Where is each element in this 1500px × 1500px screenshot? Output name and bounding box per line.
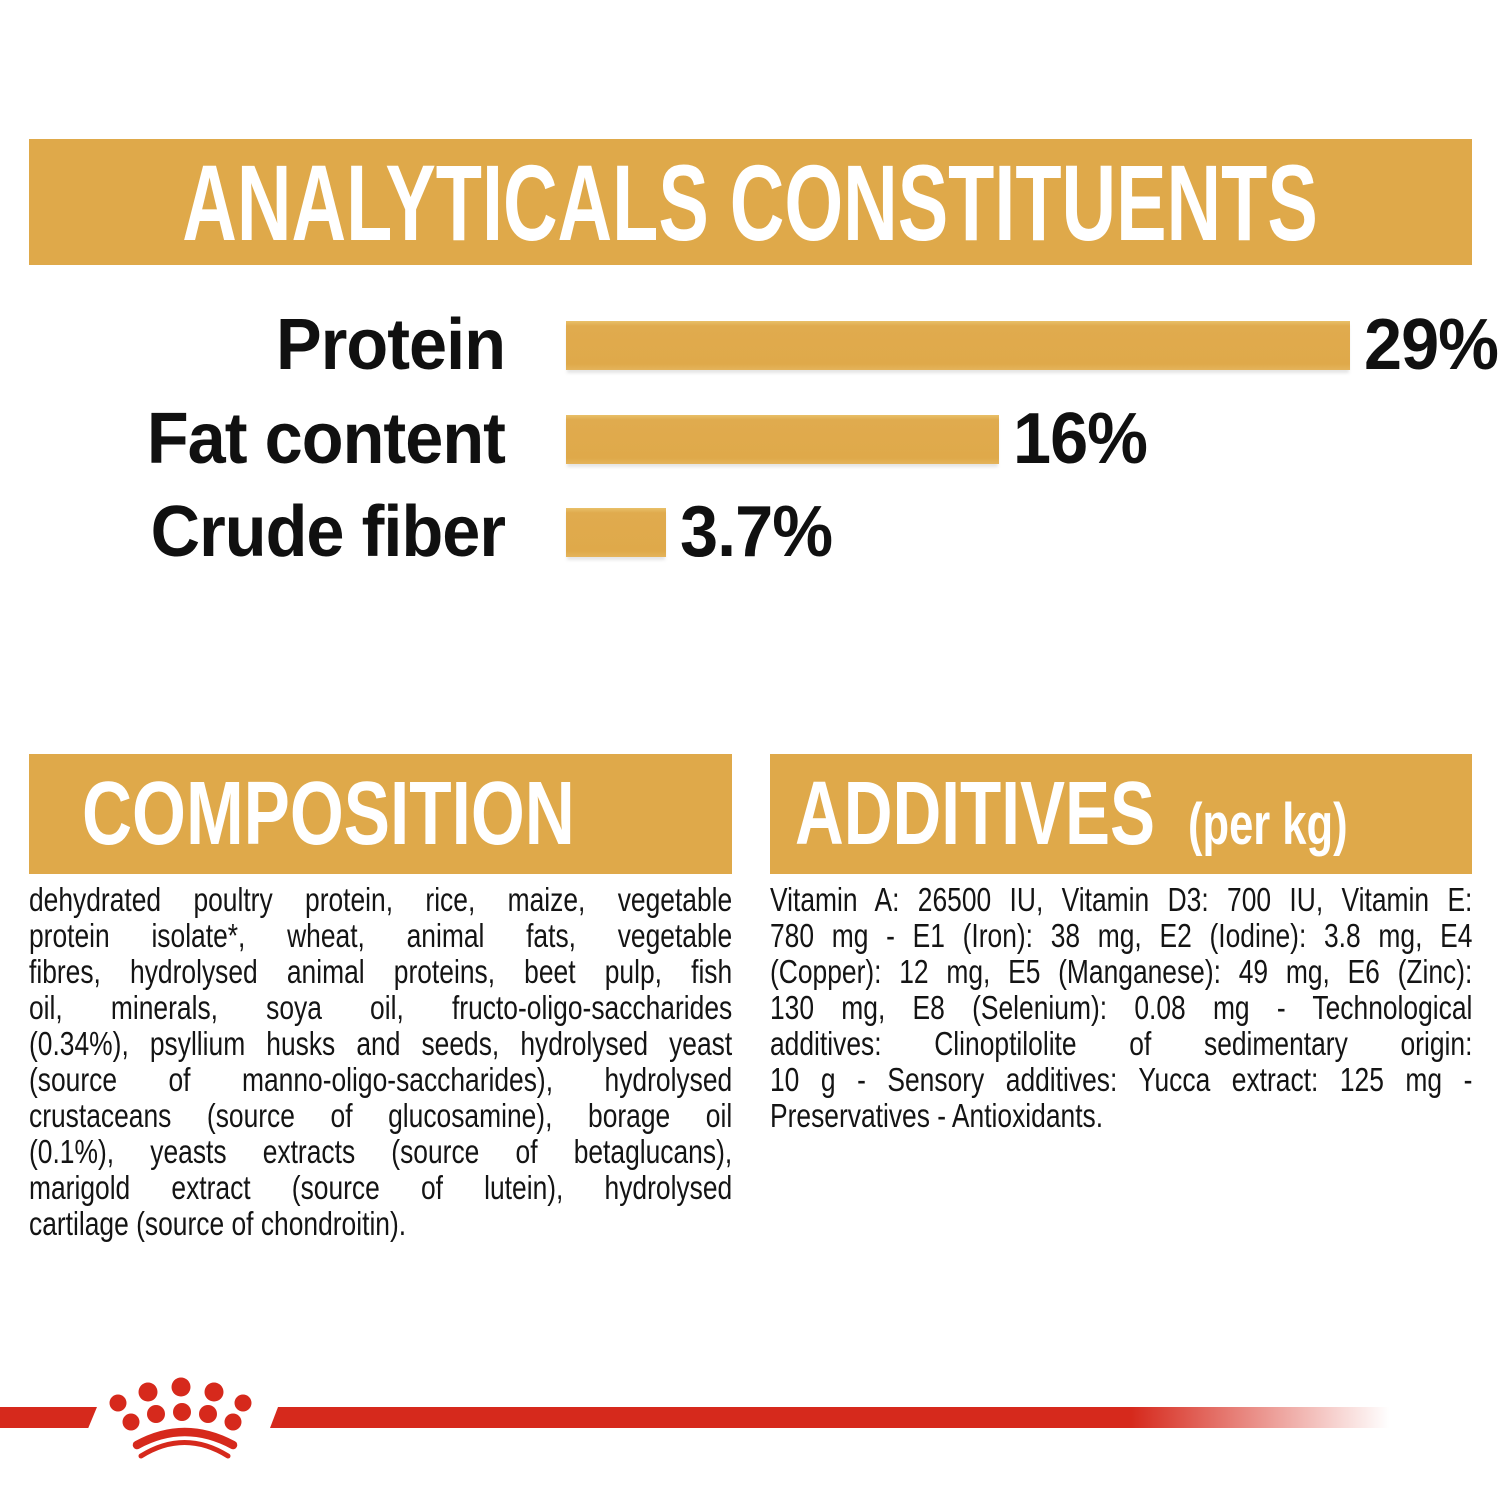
chart-row-protein: Protein 29% (0, 299, 1500, 391)
composition-line: protein isolate*, wheat, animal fats, ve… (29, 917, 733, 954)
additives-per-kg-note: (per kg) (1188, 791, 1348, 857)
composition-line: (source of manno-oligo-saccharides), hyd… (29, 1061, 733, 1098)
composition-line: fibres, hydrolysed animal proteins, beet… (29, 953, 733, 990)
analyticals-title: ANALYTICALS CONSTITUENTS (182, 141, 1319, 263)
fat-content-bar (566, 414, 999, 464)
red-band-left (0, 1407, 97, 1428)
protein-bar (566, 320, 1350, 370)
fat-content-label: Fat content (146, 399, 506, 479)
composition-line: crustaceans (source of glucosamine), bor… (29, 1097, 733, 1134)
crude-fiber-bar (566, 507, 666, 557)
royal-canin-crown-logo (109, 1377, 252, 1459)
composition-text: dehydrated poultry protein, rice, maize,… (29, 882, 732, 1242)
red-band-right (270, 1407, 1500, 1428)
protein-label: Protein (276, 305, 506, 385)
additives-line: 10 g - Sensory additives: Yucca extract:… (770, 1061, 1473, 1098)
additives-line: Preservatives - Antioxidants. (770, 1097, 1104, 1134)
composition-line: (0.34%), psyllium husks and seeds, hydro… (29, 1025, 733, 1062)
composition-line: (0.1%), yeasts extracts (source of betag… (29, 1133, 733, 1170)
composition-line: oil, minerals, soya oil, fructo-oligo-sa… (29, 989, 733, 1026)
crude-fiber-label: Crude fiber (150, 492, 506, 572)
composition-banner: COMPOSITION (29, 754, 732, 874)
chart-row-fat-content: Fat content 16% (0, 393, 1500, 485)
fat-content-value: 16% (1013, 399, 1148, 479)
analyticals-banner: ANALYTICALS CONSTITUENTS (29, 139, 1472, 265)
composition-line: dehydrated poultry protein, rice, maize,… (29, 881, 733, 918)
additives-line: 780 mg - E1 (Iron): 38 mg, E2 (Iodine): … (770, 917, 1473, 954)
composition-line: cartilage (source of chondroitin). (29, 1205, 407, 1242)
additives-text: Vitamin A: 26500 IU, Vitamin D3: 700 IU,… (770, 882, 1472, 1134)
additives-banner: ADDITIVES (per kg) (770, 754, 1472, 874)
composition-line: marigold extract (source of lutein), hyd… (29, 1169, 733, 1206)
additives-line: 130 mg, E8 (Selenium): 0.08 mg - Technol… (770, 989, 1473, 1026)
additives-line: (Copper): 12 mg, E5 (Manganese): 49 mg, … (770, 953, 1473, 990)
protein-value: 29% (1364, 305, 1499, 385)
additives-line: Vitamin A: 26500 IU, Vitamin D3: 700 IU,… (770, 881, 1473, 918)
composition-title: COMPOSITION (82, 763, 575, 864)
additives-line: additives: Clinoptilolite of sedimentary… (770, 1025, 1473, 1062)
additives-title: ADDITIVES (per kg) (795, 763, 1348, 864)
chart-row-crude-fiber: Crude fiber 3.7% (0, 486, 1500, 578)
crude-fiber-value: 3.7% (680, 492, 833, 572)
